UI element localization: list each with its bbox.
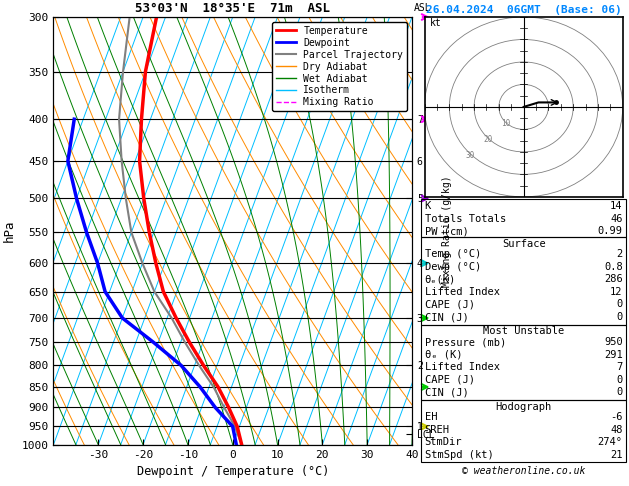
Text: CAPE (J): CAPE (J) — [425, 299, 474, 310]
Text: -6: -6 — [610, 412, 623, 422]
Text: Hodograph: Hodograph — [496, 401, 552, 412]
Text: SREH: SREH — [425, 425, 450, 435]
Text: 21: 21 — [610, 450, 623, 460]
Text: PW (cm): PW (cm) — [425, 226, 469, 236]
Text: Mixing Ratio (g/kg): Mixing Ratio (g/kg) — [442, 175, 452, 287]
Text: 20: 20 — [483, 135, 493, 144]
Text: 0.99: 0.99 — [598, 226, 623, 236]
Text: 286: 286 — [604, 275, 623, 284]
Text: 10: 10 — [501, 119, 511, 128]
Text: 291: 291 — [604, 349, 623, 360]
Text: Pressure (mb): Pressure (mb) — [425, 337, 506, 347]
Y-axis label: hPa: hPa — [3, 220, 16, 242]
Text: CAPE (J): CAPE (J) — [425, 375, 474, 384]
Text: Surface: Surface — [502, 239, 545, 249]
Text: CIN (J): CIN (J) — [425, 387, 469, 397]
Text: 0: 0 — [616, 387, 623, 397]
Text: θₑ (K): θₑ (K) — [425, 349, 462, 360]
Text: 0.8: 0.8 — [604, 262, 623, 272]
Text: 12: 12 — [610, 287, 623, 297]
X-axis label: Dewpoint / Temperature (°C): Dewpoint / Temperature (°C) — [136, 465, 329, 478]
Text: 950: 950 — [604, 337, 623, 347]
Text: 0: 0 — [616, 299, 623, 310]
Text: 48: 48 — [610, 425, 623, 435]
Text: 7: 7 — [616, 362, 623, 372]
Text: © weatheronline.co.uk: © weatheronline.co.uk — [462, 466, 586, 476]
Text: 30: 30 — [465, 151, 475, 160]
Text: kt: kt — [430, 18, 442, 28]
Text: Totals Totals: Totals Totals — [425, 214, 506, 224]
Text: Lifted Index: Lifted Index — [425, 362, 499, 372]
Text: 14: 14 — [610, 201, 623, 211]
Text: θₑ(K): θₑ(K) — [425, 275, 456, 284]
Legend: Temperature, Dewpoint, Parcel Trajectory, Dry Adiabat, Wet Adiabat, Isotherm, Mi: Temperature, Dewpoint, Parcel Trajectory… — [272, 22, 407, 111]
Text: Dewp (°C): Dewp (°C) — [425, 262, 481, 272]
Text: 53°03'N  18°35'E  71m  ASL: 53°03'N 18°35'E 71m ASL — [135, 1, 330, 15]
Text: StmDir: StmDir — [425, 437, 462, 447]
Text: Temp (°C): Temp (°C) — [425, 249, 481, 260]
Text: 0: 0 — [616, 312, 623, 322]
Text: 2: 2 — [616, 249, 623, 260]
Text: CIN (J): CIN (J) — [425, 312, 469, 322]
Text: Most Unstable: Most Unstable — [483, 327, 564, 336]
Text: km
ASL: km ASL — [414, 0, 431, 13]
Text: 274°: 274° — [598, 437, 623, 447]
Text: K: K — [425, 201, 431, 211]
Text: Lifted Index: Lifted Index — [425, 287, 499, 297]
Text: 0: 0 — [616, 375, 623, 384]
Text: 46: 46 — [610, 214, 623, 224]
Text: EH: EH — [425, 412, 437, 422]
Text: StmSpd (kt): StmSpd (kt) — [425, 450, 493, 460]
Text: 26.04.2024  06GMT  (Base: 06): 26.04.2024 06GMT (Base: 06) — [426, 4, 621, 15]
